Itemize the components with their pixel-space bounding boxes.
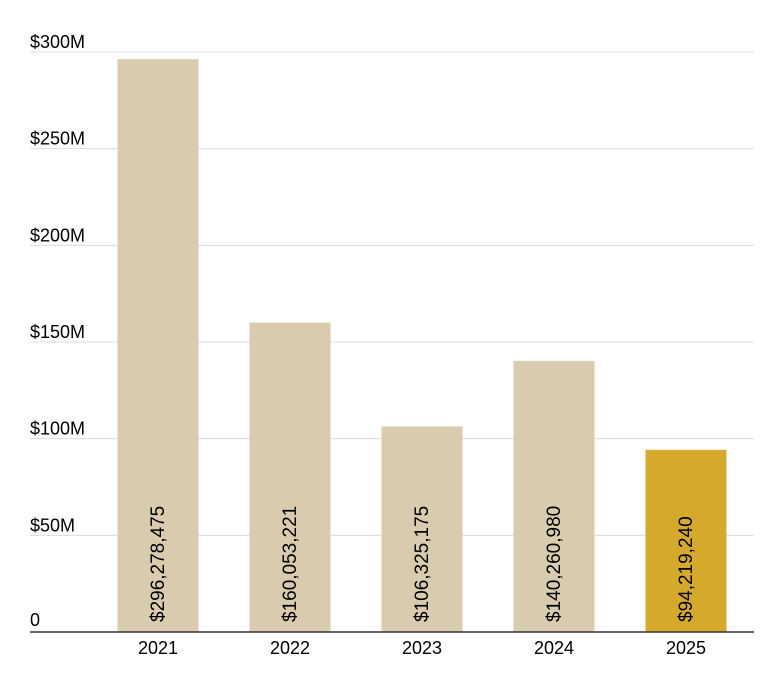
x-tick-label: 2024: [534, 638, 574, 658]
y-tick-label: 0: [30, 610, 40, 630]
x-tick-label: 2025: [666, 638, 706, 658]
x-axis-labels: 2021 2022 2023 2024 2025: [138, 638, 706, 658]
bar-2025: [645, 449, 727, 632]
y-axis-ticks: 0 $50M $100M $150M $200M $250M $300M: [30, 32, 85, 630]
x-tick-label: 2022: [270, 638, 310, 658]
bar-value-label: $296,278,475: [148, 506, 169, 622]
bar-value-labels: $296,278,475 $160,053,221 $106,325,175 $140…: [148, 506, 697, 622]
bar-value-label: $94,219,240: [676, 516, 697, 622]
bars: [117, 59, 727, 633]
bar-2022: [249, 322, 331, 632]
x-tick-label: 2023: [402, 638, 442, 658]
y-tick-label: $300M: [30, 32, 85, 52]
y-tick-label: $100M: [30, 419, 85, 439]
bar-2021: [117, 59, 199, 633]
bar-2023: [381, 426, 463, 632]
bar-2024: [513, 360, 595, 632]
y-tick-label: $50M: [30, 515, 75, 535]
bar-value-label: $140,260,980: [544, 506, 565, 622]
x-tick-label: 2021: [138, 638, 178, 658]
y-tick-label: $150M: [30, 322, 85, 342]
y-tick-label: $250M: [30, 129, 85, 149]
y-tick-label: $200M: [30, 225, 85, 245]
bar-value-label: $160,053,221: [280, 506, 301, 622]
bar-value-label: $106,325,175: [412, 506, 433, 622]
